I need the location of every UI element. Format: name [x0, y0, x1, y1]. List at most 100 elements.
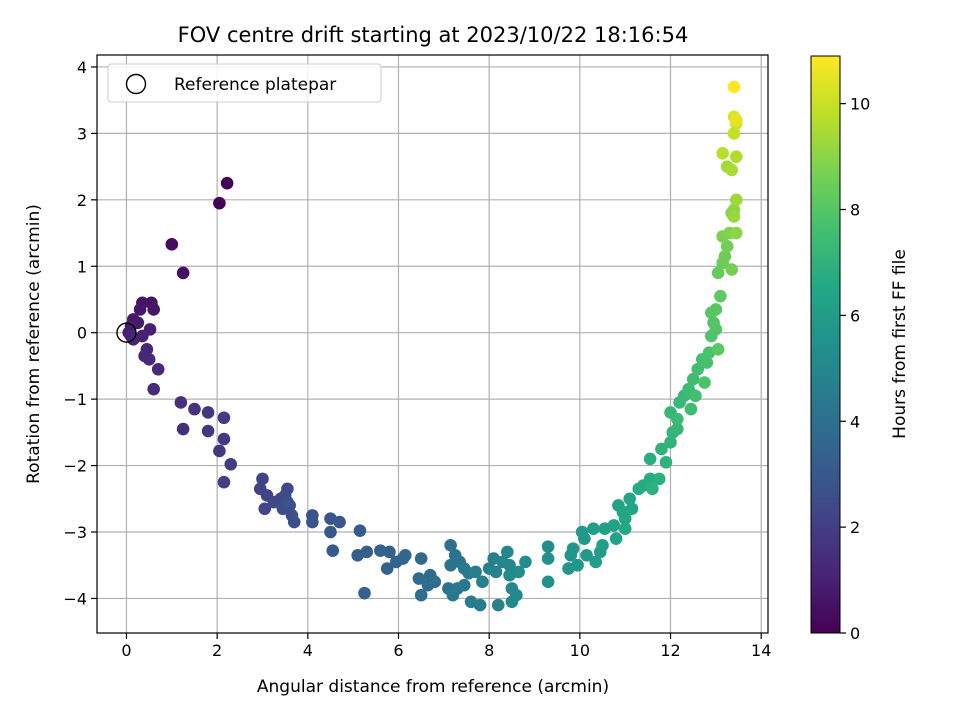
x-tick-label: 6 [393, 641, 403, 660]
legend-marker-reference [125, 73, 147, 95]
x-tick-label: 14 [751, 641, 771, 660]
data-point [718, 250, 732, 263]
data-point [541, 552, 555, 565]
data-point [711, 266, 725, 280]
data-point [729, 113, 743, 127]
data-point [324, 525, 337, 539]
data-point [174, 396, 188, 409]
data-point [217, 475, 231, 489]
x-tick-label: 2 [212, 641, 222, 660]
data-point [698, 376, 711, 389]
colorbar-gradient [811, 56, 840, 633]
data-point [596, 539, 609, 552]
y-tick-label: 0 [77, 324, 87, 343]
colorbar-tick-label: 0 [850, 624, 860, 643]
data-point [444, 558, 457, 572]
data-point [729, 193, 743, 207]
colorbar-frame [810, 55, 841, 634]
data-point [580, 548, 593, 562]
x-tick-label: 8 [484, 641, 494, 660]
y-tick-label: −1 [63, 390, 87, 409]
data-point [589, 555, 603, 569]
data-point [501, 545, 514, 559]
data-point [287, 515, 301, 529]
data-point [398, 548, 412, 562]
data-point [671, 422, 684, 436]
data-point [664, 436, 677, 449]
plot-area-frame [96, 54, 769, 634]
colorbar-tick-label: 8 [850, 201, 860, 220]
data-point [503, 558, 516, 572]
data-point [625, 502, 639, 516]
colorbar-ticks: 0 2 4 6 8 10 [840, 95, 870, 643]
y-tick-label: 3 [77, 124, 87, 143]
data-point [473, 598, 487, 612]
data-point [428, 575, 442, 589]
data-point [671, 412, 684, 426]
data-point [213, 196, 226, 210]
data-point [224, 457, 238, 471]
data-point [686, 372, 700, 386]
data-point [217, 411, 231, 425]
data-point [201, 406, 215, 419]
x-axis-ticks: 0 2 4 6 8 10 12 14 [121, 633, 771, 660]
data-point [623, 492, 637, 506]
data-point [306, 515, 319, 529]
colorbar-tick-label: 4 [850, 412, 860, 431]
data-point [213, 444, 226, 458]
data-point [353, 524, 367, 537]
data-point [188, 402, 201, 416]
data-point [541, 575, 555, 589]
data-point [691, 362, 705, 376]
data-point [176, 266, 190, 280]
data-point [326, 544, 340, 557]
data-point [727, 127, 741, 140]
data-point [725, 263, 739, 276]
data-point [729, 226, 743, 240]
data-point [587, 522, 600, 535]
colorbar-tick-label: 2 [850, 518, 860, 537]
data-point [333, 515, 346, 529]
data-point [618, 512, 632, 526]
x-tick-label: 4 [303, 641, 313, 660]
data-point [618, 522, 632, 535]
y-axis-label: Rotation from reference (arcmin) [24, 204, 44, 484]
data-point [729, 150, 743, 163]
x-tick-label: 12 [660, 641, 680, 660]
data-point [727, 210, 741, 223]
data-point [689, 389, 702, 403]
data-point [133, 303, 147, 316]
data-point [711, 343, 725, 356]
data-point [217, 432, 231, 446]
data-point [716, 147, 729, 160]
x-tick-label: 10 [570, 641, 590, 660]
y-axis-ticks: −4 −3 −2 −1 0 1 2 3 4 [63, 58, 97, 608]
data-points [116, 80, 743, 612]
y-tick-label: 1 [77, 257, 87, 276]
data-point [709, 323, 723, 336]
data-point [709, 303, 723, 316]
data-point [220, 176, 234, 190]
data-point [659, 455, 673, 469]
data-point [643, 452, 657, 466]
y-tick-label: 2 [77, 191, 87, 210]
y-tick-label: −2 [63, 457, 87, 476]
data-point [256, 472, 269, 486]
data-point [414, 588, 428, 602]
data-point [512, 565, 525, 579]
data-point [607, 519, 621, 532]
data-point [684, 402, 698, 416]
data-point [176, 422, 190, 436]
legend-box [107, 63, 382, 103]
data-point [142, 352, 156, 366]
data-point [151, 362, 165, 376]
x-axis-label: Angular distance from reference (arcmin) [257, 677, 609, 697]
data-point [652, 472, 666, 486]
data-point [700, 356, 714, 369]
data-point [147, 382, 160, 396]
data-point [655, 442, 668, 456]
colorbar-tick-label: 6 [850, 306, 860, 325]
colorbar-tick-label: 10 [850, 95, 870, 114]
data-point [258, 502, 272, 516]
